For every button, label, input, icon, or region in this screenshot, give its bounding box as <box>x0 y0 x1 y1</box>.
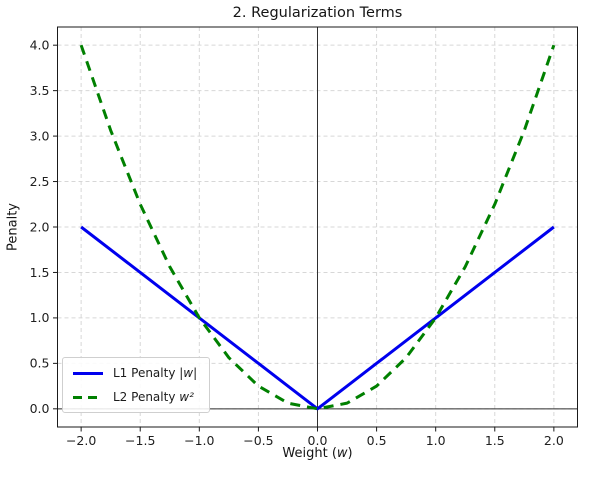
y-tick-label: 3.0 <box>30 128 50 143</box>
y-tick-label: 0.5 <box>30 356 50 371</box>
x-tick-label: 0.0 <box>308 433 328 448</box>
legend: L1 Penalty |w| L2 Penalty w² <box>62 357 211 413</box>
y-tick-label: 4.0 <box>30 37 50 52</box>
x-axis-label: Weight (w) <box>57 446 578 461</box>
y-tick-label: 2.0 <box>30 219 50 234</box>
x-tick-label: 0.5 <box>367 433 387 448</box>
legend-label-l2: L2 Penalty w² <box>113 390 194 404</box>
legend-label-l1: L1 Penalty |w| <box>113 366 198 380</box>
x-tick-label: −2.0 <box>66 433 96 448</box>
y-axis-label: Penalty <box>5 203 21 251</box>
y-tick-label: 2.5 <box>30 174 50 189</box>
chart-title: 2. Regularization Terms <box>232 5 403 21</box>
x-axis-label-math: w <box>336 446 348 461</box>
legend-item-l2: L2 Penalty w² <box>73 390 197 404</box>
x-axis-label-text: Weight ( <box>282 446 337 461</box>
series-line-l1 <box>80 225 555 411</box>
x-tick-label: 1.0 <box>426 433 446 448</box>
y-tick-label: 1.0 <box>30 310 50 325</box>
x-tick-label: −1.5 <box>125 433 155 448</box>
x-tick-label: 1.5 <box>485 433 505 448</box>
y-tick-label: 0.0 <box>30 401 50 416</box>
x-axis-label-suffix: ) <box>347 446 353 461</box>
l1-line-swatch <box>73 371 103 375</box>
y-tick-label: 3.5 <box>30 83 50 98</box>
series-line-l2 <box>79 44 556 411</box>
x-tick-label: 2.0 <box>544 433 564 448</box>
l2-line-swatch <box>73 395 103 399</box>
legend-item-l1: L1 Penalty |w| <box>73 366 197 380</box>
y-tick-label: 1.5 <box>30 265 50 280</box>
x-tick-label: −1.0 <box>184 433 214 448</box>
x-tick-label: −0.5 <box>243 433 273 448</box>
